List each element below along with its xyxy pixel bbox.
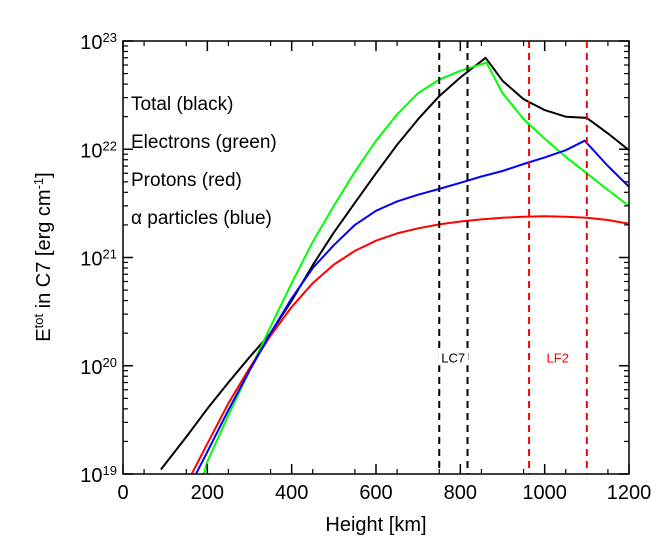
annotations-layer: LC7 LF2: [438, 349, 573, 366]
x-tick-label: 400: [275, 482, 308, 504]
series-layer: [160, 56, 629, 474]
x-tick-label: 800: [444, 482, 477, 504]
series-line-total-black: [160, 56, 629, 471]
legend-entry-total: Total (black): [131, 94, 233, 115]
x-axis-label: Height [km]: [325, 514, 426, 536]
annotation-background: [438, 349, 469, 366]
legend-entry-alpha: α particles (blue): [131, 208, 272, 229]
annotation-lf2: LF2: [547, 350, 569, 365]
legend: Total (black) Electrons (green) Protons …: [131, 94, 277, 229]
x-tick-label: 0: [117, 482, 128, 504]
series-line-electrons-green: [202, 61, 629, 474]
y-tick-label: 1020: [80, 354, 117, 379]
legend-entry-electrons: Electrons (green): [131, 132, 277, 153]
y-axis-label: Etot in C7 [erg cm-1]: [31, 172, 56, 341]
y-tick-label: 1023: [80, 30, 117, 55]
annotation-lc7: LC7: [441, 350, 465, 365]
legend-entry-protons: Protons (red): [131, 170, 242, 191]
y-tick-label: 1022: [80, 138, 117, 163]
series-line-particles-blue: [194, 139, 629, 474]
x-tick-label: 1000: [522, 482, 567, 504]
y-tick-label: 1019: [80, 463, 117, 488]
x-tick-label: 600: [359, 482, 392, 504]
annotation-background: [542, 349, 573, 366]
ticks-layer: 0 200 400 600 800 1000 1200 1019 1020 1021 1022 102…: [80, 30, 651, 505]
reference-lines-layer: [438, 41, 588, 474]
x-tick-label: 200: [191, 482, 224, 504]
x-tick-label: 1200: [607, 482, 652, 504]
y-tick-label: 1021: [80, 246, 117, 271]
